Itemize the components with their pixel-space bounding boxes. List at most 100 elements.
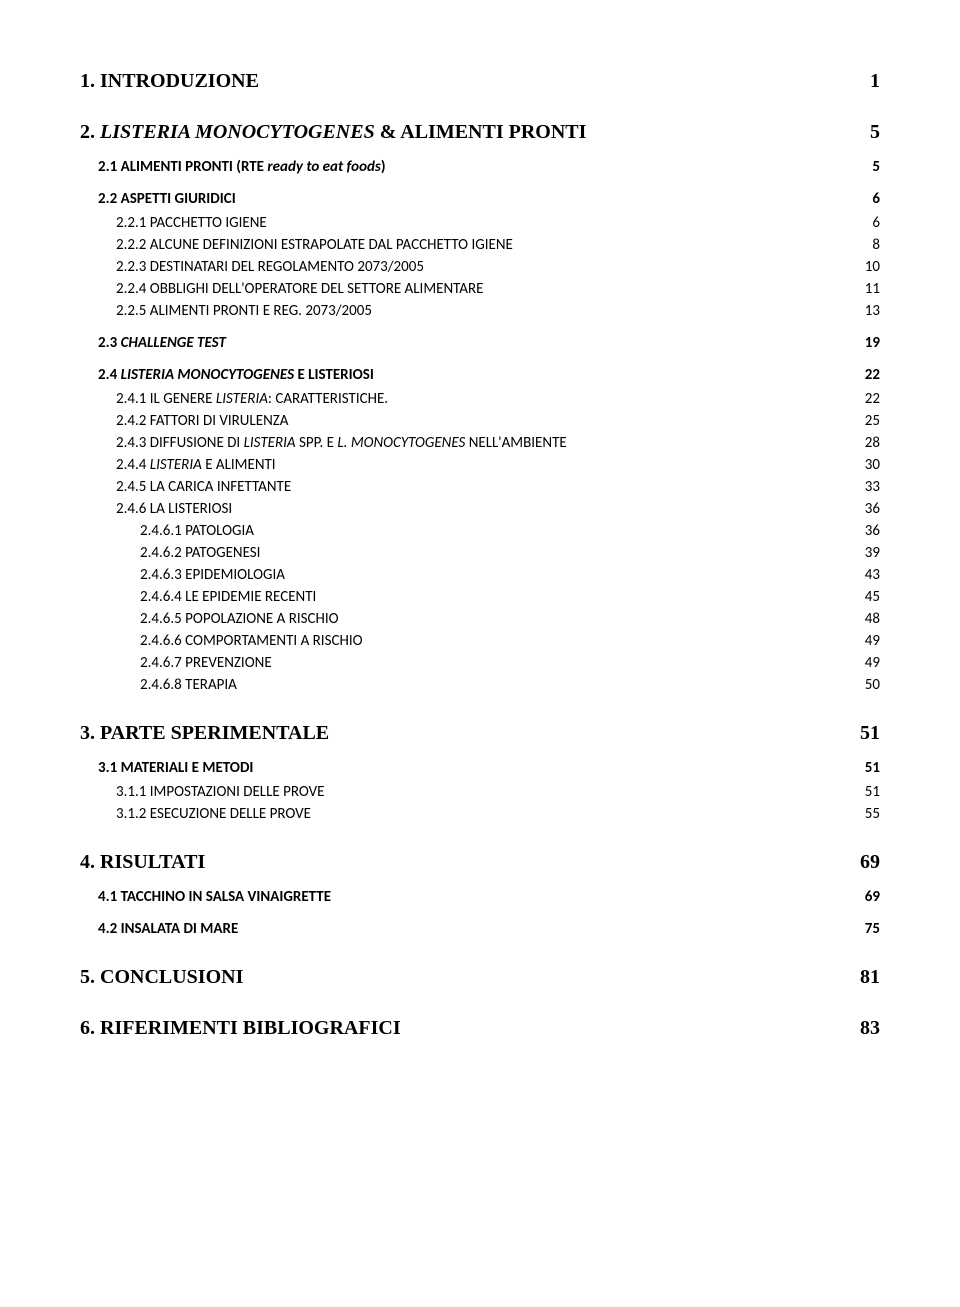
toc-entry: 4.2 INSALATA DI MARE 75 [80,920,880,938]
toc-entry-page: 51 [861,783,880,801]
toc-entry-page: 36 [861,500,880,518]
toc-entry-label: 2.2.1 PACCHETTO IGIENE [116,214,267,232]
toc-entry-page: 22 [861,390,880,408]
toc-entry-page: 33 [861,478,880,496]
toc-entry-page: 81 [856,966,880,989]
toc-entry-page: 45 [861,588,880,606]
toc-entry-label: 2.4 LISTERIA MONOCYTOGENES E LISTERIOSI [98,366,374,384]
toc-entry-page: 51 [856,722,880,745]
toc-entry-label: 5. CONCLUSIONI [80,966,243,989]
toc-entry: 2.2.2 ALCUNE DEFINIZIONI ESTRAPOLATE DAL… [80,236,880,254]
toc-entry-label: 2.4.6.8 TERAPIA [140,676,237,694]
toc-entry: 2. LISTERIA MONOCYTOGENES & ALIMENTI PRO… [80,121,880,144]
toc-entry: 2.1 ALIMENTI PRONTI (RTE ready to eat fo… [80,158,880,176]
toc-entry: 2.2 ASPETTI GIURIDICI 6 [80,190,880,208]
toc-entry-page: 8 [868,236,880,254]
toc-entry-page: 11 [861,280,880,298]
toc-entry-label: 2.2.2 ALCUNE DEFINIZIONI ESTRAPOLATE DAL… [116,236,513,254]
toc-entry-label: 2.4.5 LA CARICA INFETTANTE [116,478,291,496]
toc-entry: 3.1.1 IMPOSTAZIONI DELLE PROVE 51 [80,783,880,801]
toc-entry: 2.4.6.4 LE EPIDEMIE RECENTI 45 [80,588,880,606]
toc-entry-page: 22 [861,366,880,384]
toc-entry: 2.4.6.1 PATOLOGIA 36 [80,522,880,540]
toc-entry-page: 5 [866,121,880,144]
toc-entry-label: 2.4.6.7 PREVENZIONE [140,654,272,672]
toc-entry-label: 4.2 INSALATA DI MARE [98,920,238,938]
toc-entry: 2.4.6 LA LISTERIOSI 36 [80,500,880,518]
toc-entry-label: 2.4.6 LA LISTERIOSI [116,500,232,518]
toc-entry: 5. CONCLUSIONI 81 [80,966,880,989]
toc-entry: 2.4 LISTERIA MONOCYTOGENES E LISTERIOSI 2… [80,366,880,384]
toc-entry-page: 25 [861,412,880,430]
toc-entry: 2.4.6.2 PATOGENESI 39 [80,544,880,562]
toc-entry-page: 1 [866,70,880,93]
toc-entry-label: 2.4.6.2 PATOGENESI [140,544,260,562]
toc-entry-label: 3.1.1 IMPOSTAZIONI DELLE PROVE [116,783,324,801]
toc-entry: 2.4.5 LA CARICA INFETTANTE 33 [80,478,880,496]
toc-entry-page: 48 [861,610,880,628]
toc-entry-page: 69 [856,851,880,874]
toc-entry: 2.2.3 DESTINATARI DEL REGOLAMENTO 2073/2… [80,258,880,276]
toc-entry-page: 49 [861,632,880,650]
toc-entry: 2.4.6.5 POPOLAZIONE A RISCHIO 48 [80,610,880,628]
toc-entry-label: 2.1 ALIMENTI PRONTI (RTE ready to eat fo… [98,158,386,176]
toc-entry-page: 19 [861,334,880,352]
toc-entry-label: 3. PARTE SPERIMENTALE [80,722,329,745]
toc-page: 1. INTRODUZIONE 1 2. LISTERIA MONOCYTOGENE… [0,0,960,1307]
toc-entry-page: 5 [868,158,880,176]
toc-entry-label: 4.1 TACCHINO IN SALSA VINAIGRETTE [98,888,331,906]
toc-container: 1. INTRODUZIONE 1 2. LISTERIA MONOCYTOGENE… [80,70,880,1040]
toc-entry-label: 2.4.6.5 POPOLAZIONE A RISCHIO [140,610,339,628]
toc-entry: 3. PARTE SPERIMENTALE 51 [80,722,880,745]
toc-entry: 1. INTRODUZIONE 1 [80,70,880,93]
toc-entry-label: 2.4.6.1 PATOLOGIA [140,522,254,540]
toc-entry-label: 1. INTRODUZIONE [80,70,259,93]
toc-entry-label: 2.4.6.6 COMPORTAMENTI A RISCHIO [140,632,363,650]
toc-entry-page: 69 [861,888,880,906]
toc-entry-label: 6. RIFERIMENTI BIBLIOGRAFICI [80,1017,401,1040]
toc-entry-label: 2.4.1 IL GENERE LISTERIA: CARATTERISTICH… [116,390,388,408]
toc-entry: 6. RIFERIMENTI BIBLIOGRAFICI 83 [80,1017,880,1040]
toc-entry: 2.3 CHALLENGE TEST 19 [80,334,880,352]
toc-entry: 2.4.3 DIFFUSIONE DI LISTERIA SPP. E L. M… [80,434,880,452]
toc-entry-label: 4. RISULTATI [80,851,205,874]
toc-entry-label: 2. LISTERIA MONOCYTOGENES & ALIMENTI PRO… [80,121,586,144]
toc-entry: 2.4.6.7 PREVENZIONE 49 [80,654,880,672]
toc-entry: 4. RISULTATI 69 [80,851,880,874]
toc-entry: 2.4.6.8 TERAPIA 50 [80,676,880,694]
toc-entry: 2.4.1 IL GENERE LISTERIA: CARATTERISTICH… [80,390,880,408]
toc-entry-label: 2.4.6.3 EPIDEMIOLOGIA [140,566,285,584]
toc-entry-page: 28 [861,434,880,452]
toc-entry-label: 2.2 ASPETTI GIURIDICI [98,190,236,208]
toc-entry-page: 13 [861,302,880,320]
toc-entry-label: 2.2.3 DESTINATARI DEL REGOLAMENTO 2073/2… [116,258,424,276]
toc-entry-page: 50 [861,676,880,694]
toc-entry-page: 6 [868,214,880,232]
toc-entry-label: 2.4.4 LISTERIA E ALIMENTI [116,456,276,474]
toc-entry: 2.2.5 ALIMENTI PRONTI E REG. 2073/2005 1… [80,302,880,320]
toc-entry-label: 2.4.6.4 LE EPIDEMIE RECENTI [140,588,316,606]
toc-entry: 2.4.6.3 EPIDEMIOLOGIA 43 [80,566,880,584]
toc-entry-page: 36 [861,522,880,540]
toc-entry: 2.4.2 FATTORI DI VIRULENZA 25 [80,412,880,430]
toc-entry: 2.2.4 OBBLIGHI DELL'OPERATORE DEL SETTOR… [80,280,880,298]
toc-entry-page: 43 [861,566,880,584]
toc-entry-label: 2.4.3 DIFFUSIONE DI LISTERIA SPP. E L. M… [116,434,567,452]
toc-entry-label: 3.1.2 ESECUZIONE DELLE PROVE [116,805,311,823]
toc-entry: 2.4.4 LISTERIA E ALIMENTI 30 [80,456,880,474]
toc-entry-page: 39 [861,544,880,562]
toc-entry-page: 49 [861,654,880,672]
toc-entry: 4.1 TACCHINO IN SALSA VINAIGRETTE 69 [80,888,880,906]
toc-entry-page: 83 [856,1017,880,1040]
toc-entry-label: 3.1 MATERIALI E METODI [98,759,253,777]
toc-entry-label: 2.2.4 OBBLIGHI DELL'OPERATORE DEL SETTOR… [116,280,483,298]
toc-entry-page: 10 [861,258,880,276]
toc-entry: 3.1 MATERIALI E METODI 51 [80,759,880,777]
toc-entry-page: 51 [861,759,880,777]
toc-entry-page: 75 [861,920,880,938]
toc-entry-page: 55 [861,805,880,823]
toc-entry-label: 2.2.5 ALIMENTI PRONTI E REG. 2073/2005 [116,302,372,320]
toc-entry-label: 2.3 CHALLENGE TEST [98,334,226,352]
toc-entry: 3.1.2 ESECUZIONE DELLE PROVE 55 [80,805,880,823]
toc-entry: 2.2.1 PACCHETTO IGIENE 6 [80,214,880,232]
